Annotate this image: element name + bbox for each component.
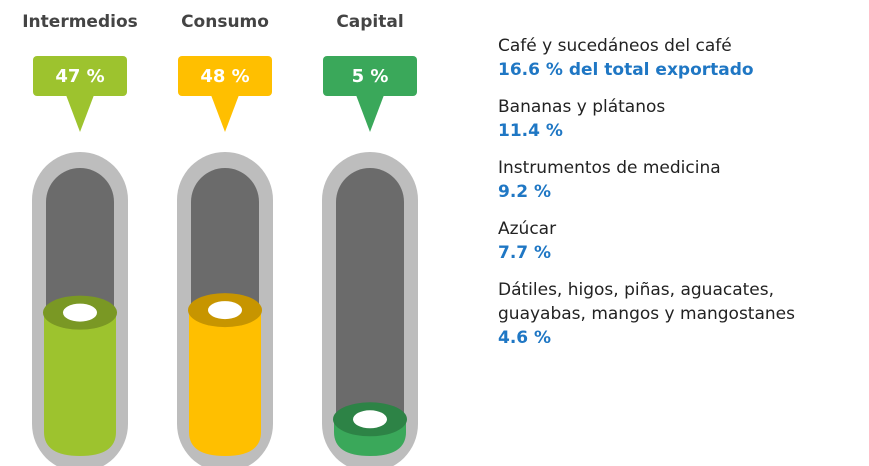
fill-hole xyxy=(353,410,387,429)
chart: Intermedios 47 % Consumo 48 % Capital 5 % xyxy=(22,12,418,466)
product-name: Instrumentos de medicina xyxy=(498,158,721,178)
product-item: Azúcar 7.7 % xyxy=(498,217,863,265)
product-share: 16.6 % del total exportado xyxy=(498,60,754,80)
product-share: 4.6 % xyxy=(498,328,552,348)
product-name: Azúcar xyxy=(498,219,557,239)
bubble xyxy=(323,56,417,96)
bubble xyxy=(178,56,272,96)
product-item: Dátiles, higos, piñas, aguacates, guayab… xyxy=(498,278,863,350)
category-label: Capital xyxy=(336,12,403,32)
product-list: Café y sucedáneos del café 16.6 % del tot… xyxy=(498,34,863,363)
bubble-pointer xyxy=(211,95,239,132)
fill-hole xyxy=(63,303,97,322)
product-share: 7.7 % xyxy=(498,243,552,263)
gauge-inner xyxy=(336,168,404,453)
gauge-fill xyxy=(44,312,116,456)
product-item: Bananas y plátanos 11.4 % xyxy=(498,95,863,143)
product-share: 11.4 % xyxy=(498,121,563,141)
product-name: Café y sucedáneos del café xyxy=(498,36,732,56)
product-name: Dátiles, higos, piñas, aguacates, guayab… xyxy=(498,280,795,324)
category-label: Consumo xyxy=(181,12,269,32)
product-item: Instrumentos de medicina 9.2 % xyxy=(498,156,863,204)
value-label: 47 % xyxy=(55,66,104,87)
fill-hole xyxy=(208,301,242,320)
category-label: Intermedios xyxy=(22,12,138,32)
value-label: 48 % xyxy=(200,66,249,87)
product-share: 9.2 % xyxy=(498,182,552,202)
bubble-pointer xyxy=(356,95,384,132)
bubble-pointer xyxy=(66,95,94,132)
value-label: 5 % xyxy=(352,66,389,87)
product-item: Café y sucedáneos del café 16.6 % del tot… xyxy=(498,34,863,82)
bubble xyxy=(33,56,127,96)
product-name: Bananas y plátanos xyxy=(498,97,666,117)
gauge-fill xyxy=(189,310,261,456)
